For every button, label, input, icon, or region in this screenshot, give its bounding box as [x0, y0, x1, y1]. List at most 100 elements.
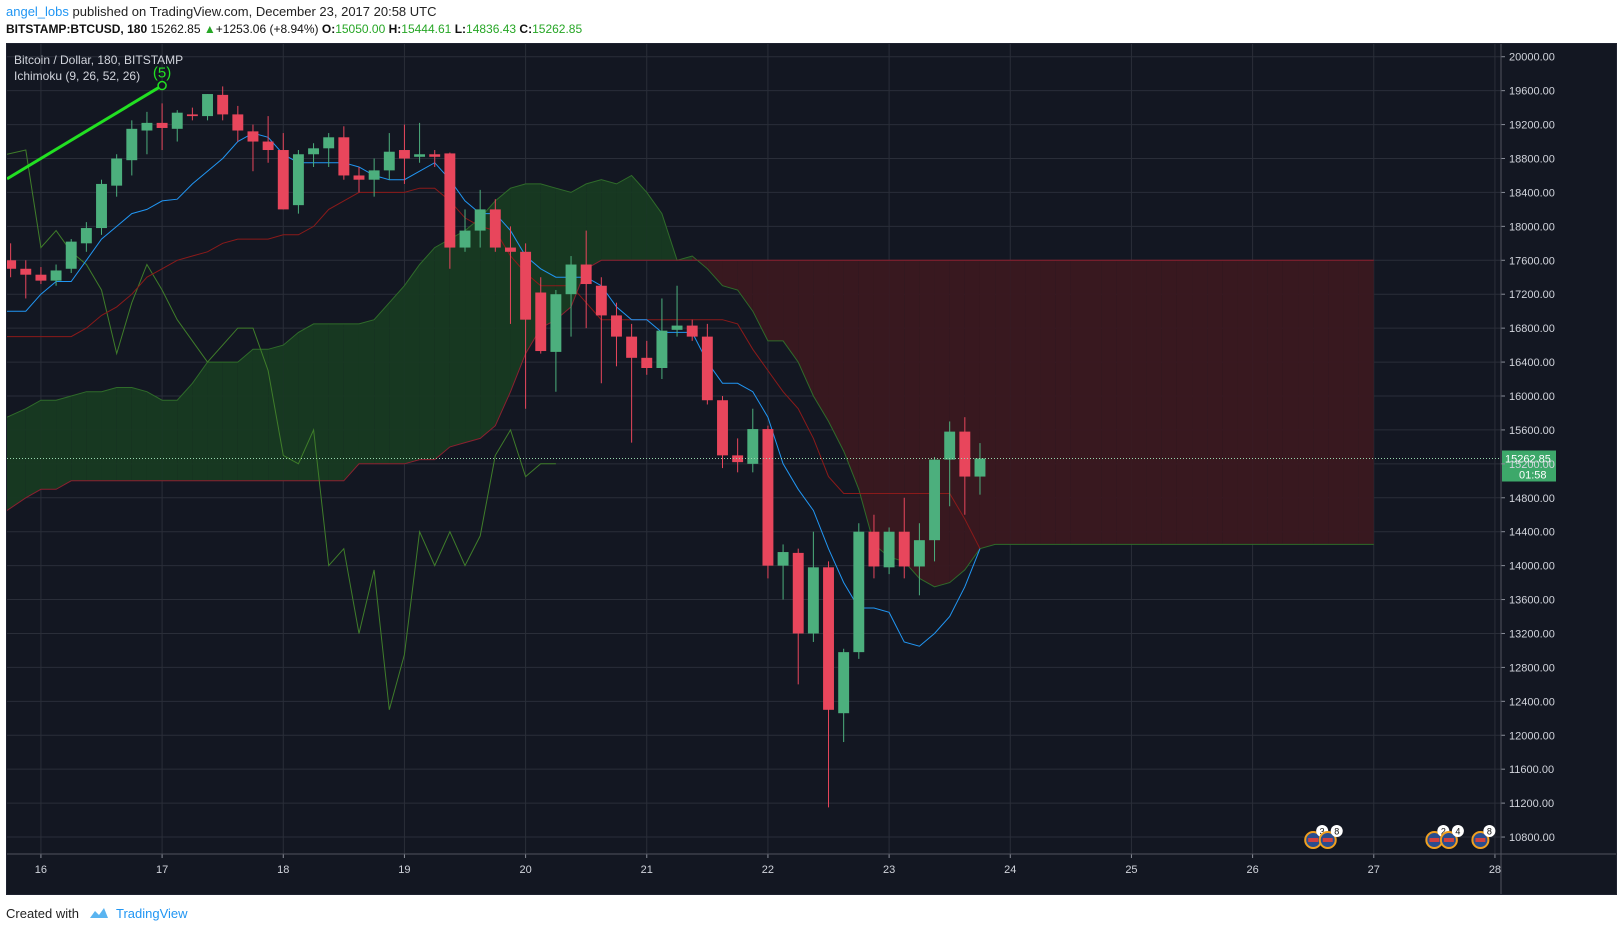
- candle-body: [565, 264, 577, 295]
- publish-header: angel_lobs published on TradingView.com,…: [0, 0, 1623, 42]
- badge-count: 3: [1320, 827, 1325, 837]
- cloud-segment: [1282, 260, 1299, 545]
- cloud-segment: [540, 183, 556, 329]
- candle: [444, 152, 456, 269]
- tradingview-brand[interactable]: TradingView: [116, 905, 188, 921]
- candle-body: [277, 150, 289, 210]
- price-tick-label: 10800.00: [1509, 832, 1555, 844]
- footer: Created with TradingView: [0, 895, 1623, 931]
- trend-line[interactable]: [6, 84, 163, 181]
- candles: [5, 86, 986, 808]
- candle-body: [398, 150, 410, 159]
- candle: [217, 86, 229, 121]
- time-tick-label: 16: [35, 864, 47, 876]
- candle: [292, 150, 304, 214]
- economic-event-badge[interactable]: 2: [1425, 825, 1450, 849]
- cloud-segment: [1176, 260, 1193, 545]
- cloud-segment: [964, 260, 980, 570]
- candle: [656, 298, 668, 380]
- candle-body: [126, 128, 138, 161]
- candle-body: [792, 552, 804, 634]
- author-link[interactable]: angel_lobs: [6, 4, 69, 19]
- low-value: 14836.43: [466, 22, 517, 36]
- cloud-segment: [252, 349, 269, 481]
- candle: [762, 425, 774, 579]
- candle-body: [823, 567, 834, 710]
- cloud-segment: [207, 362, 223, 481]
- economic-event-badge[interactable]: 8: [1471, 825, 1496, 849]
- candle-body: [641, 357, 653, 368]
- publish-text: published on TradingView.com, December 2…: [72, 4, 437, 19]
- candle: [171, 110, 183, 142]
- candle: [247, 124, 259, 172]
- candle: [20, 260, 32, 299]
- candle-body: [550, 294, 562, 352]
- candle-body: [883, 531, 895, 568]
- cloud-segment: [237, 349, 253, 481]
- up-arrow-icon: ▲: [203, 22, 216, 36]
- cloud-segment: [601, 179, 617, 261]
- price-tick-label: 19200.00: [1509, 120, 1555, 132]
- candle-body: [353, 175, 365, 180]
- price-tick-label: 12000.00: [1509, 730, 1555, 742]
- badge-count: 4: [1455, 827, 1460, 837]
- close-value: 15262.85: [532, 22, 583, 36]
- cloud-segment: [162, 400, 178, 481]
- candle: [595, 277, 607, 384]
- candle: [732, 438, 744, 473]
- trend-line-handle[interactable]: [157, 80, 167, 91]
- cloud-segment: [1313, 260, 1329, 545]
- candle: [383, 133, 395, 180]
- price-tick-label: 14400.00: [1509, 527, 1555, 539]
- price-axis[interactable]: 10800.00 11200.00 11600.00 12000.00 12400.00…: [1500, 44, 1555, 894]
- candle: [353, 166, 365, 193]
- wave-label: (5): [153, 65, 171, 82]
- candle-body: [474, 209, 486, 231]
- cloud-segment: [1298, 260, 1314, 545]
- flag-stripe-icon: [1429, 838, 1440, 842]
- chart-frame[interactable]: 15262.85 01:58 (5) 3 8 2 4 8 10800.00 11200.00 11…: [5, 43, 1617, 895]
- cloud-segment: [843, 260, 859, 490]
- candle: [323, 133, 335, 167]
- candle: [868, 514, 880, 579]
- tradingview-link[interactable]: TradingView: [88, 904, 188, 922]
- high-value: 15444.61: [401, 22, 452, 36]
- economic-event-badge[interactable]: 4: [1439, 825, 1464, 849]
- price-tick-label: 13600.00: [1509, 595, 1555, 607]
- cloud-segment: [1192, 260, 1208, 545]
- time-tick-label: 25: [1125, 864, 1137, 876]
- cloud-segment: [631, 175, 647, 261]
- candle-body: [686, 325, 698, 337]
- candle: [474, 189, 486, 248]
- publish-info: angel_lobs published on TradingView.com,…: [6, 4, 437, 19]
- candle: [398, 124, 410, 184]
- price-tick-label: 16400.00: [1509, 357, 1555, 369]
- indicator-title[interactable]: Ichimoku (9, 26, 52, 26): [14, 69, 141, 83]
- candle: [202, 94, 213, 121]
- leading-span-a: [6, 174, 1374, 588]
- candle-body: [807, 567, 819, 634]
- cloud-segment: [298, 323, 314, 481]
- economic-event-badge[interactable]: 3: [1304, 825, 1329, 849]
- cloud-segment: [192, 362, 208, 481]
- economic-event-badge[interactable]: 8: [1318, 825, 1343, 849]
- cloud-segment: [1010, 260, 1026, 545]
- time-tick-label: 23: [883, 864, 895, 876]
- price-tick-label: 16800.00: [1509, 323, 1555, 335]
- change-value: +1253.06 (+8.94%): [215, 22, 319, 36]
- cloud-segment: [7, 408, 26, 511]
- cloud-segment: [752, 260, 768, 341]
- candle-body: [959, 431, 971, 477]
- candle-body: [262, 141, 274, 151]
- candle-body: [156, 122, 168, 128]
- price-tick-label: 15200.00: [1509, 459, 1555, 471]
- candle-body: [247, 131, 259, 142]
- lagging-span: [6, 149, 556, 710]
- time-axis[interactable]: 16 17 18 19 20 21 22 23 24 25 26 27 28: [7, 853, 1616, 876]
- open-label: O:: [321, 22, 336, 36]
- candle-body: [292, 154, 304, 206]
- cloud-segment: [1040, 260, 1056, 545]
- candle: [232, 105, 244, 142]
- candle-body: [383, 151, 395, 171]
